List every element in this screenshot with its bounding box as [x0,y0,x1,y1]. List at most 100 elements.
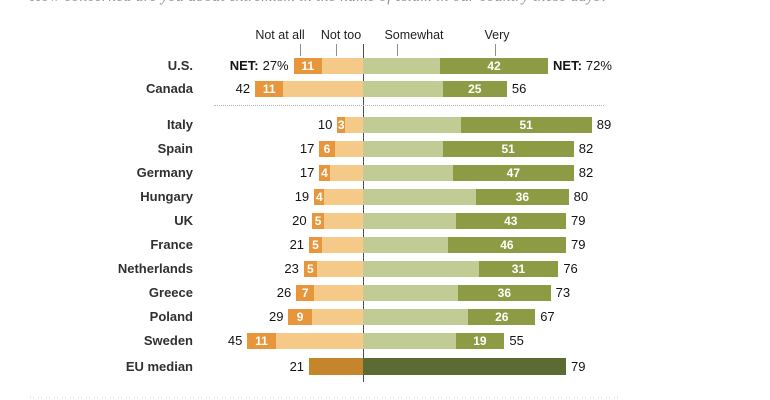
bar-left: 7 [296,285,363,301]
net-left-label: 29 [269,309,283,325]
segment-not-at-all: 5 [303,261,317,277]
net-left-label: 42 [236,81,250,97]
segment-very: 31 [478,261,559,277]
chart-row-spain: Spain 17 6 51 82 [0,141,770,157]
bar-right: 42 [363,58,549,74]
row-label: UK [174,213,193,228]
row-label: Netherlands [117,261,193,276]
row-label: Greece [148,285,193,300]
segment-not-too [316,261,363,277]
net-left-label: 17 [300,141,314,157]
not-at-all-value: 11 [262,82,276,96]
segment-somewhat [363,261,479,277]
segment-somewhat [363,58,441,74]
very-value: 31 [511,262,526,276]
net-right-value: 82 [578,165,594,180]
segment-eu-median-left [309,358,363,375]
net-left-value: 10 [317,117,333,132]
net-left-label: 10 [318,117,332,133]
bar-left: 4 [319,165,363,181]
segment-somewhat [363,309,469,325]
segment-very: 47 [452,165,574,181]
very-value: 36 [515,190,530,204]
legend-tick [336,44,337,56]
chart-row-greece: Greece 26 7 36 73 [0,285,770,301]
segment-not-at-all: 6 [319,141,335,157]
legend-tick [495,44,496,56]
net-left-value: 23 [284,261,299,276]
bar-left [309,358,363,375]
net-right-value: 67 [540,309,555,324]
net-left-value: 20 [292,213,307,228]
segment-not-at-all: 4 [319,165,330,181]
very-value: 36 [497,286,512,300]
chart-row-u-s-: U.S. NET: 27% 11 42 NET: 72% [0,58,770,74]
bar-left: 11 [255,81,363,97]
not-at-all-value: 4 [315,190,323,204]
segment-somewhat [363,165,453,181]
net-left-label: 21 [290,237,304,253]
chart-row-uk: UK 20 5 43 79 [0,213,770,229]
net-left-value: 17 [299,165,315,180]
net-right-label: 79 [571,213,585,229]
segment-not-at-all: 5 [311,213,325,229]
row-label: Poland [149,309,193,324]
segment-somewhat [363,285,459,301]
bar-right: 25 [363,81,507,97]
bar-right: 26 [363,309,536,325]
segment-eu-median-right [363,358,567,375]
not-at-all-value: 11 [255,334,268,348]
segment-very: 42 [440,58,549,74]
segment-not-too [324,213,363,229]
segment-not-at-all: 9 [288,309,312,325]
very-value: 46 [500,238,514,252]
legend-label-not-at-all: Not at all [255,28,305,42]
chart-legend: Not at all Not too Somewhat Very [0,28,770,56]
chart-row-poland: Poland 29 9 26 67 [0,309,770,325]
bar-left: 11 [293,58,363,74]
segment-not-at-all: 11 [293,58,322,74]
segment-somewhat [363,117,461,133]
net-left-value: 45 [227,333,243,348]
net-right-label: 55 [509,333,523,349]
net-left-value: 26 [276,285,292,300]
net-right-value: 72% [585,58,612,73]
net-right-value: 76 [563,261,578,276]
legend-label-somewhat: Somewhat [384,28,444,42]
legend-label-not-too: Not too [320,28,362,42]
net-prefix: NET: [553,58,582,73]
very-value: 47 [506,166,520,180]
not-at-all-value: 9 [296,310,304,324]
segment-not-too [321,58,363,74]
row-label: France [150,237,193,252]
net-right-label: 79 [571,237,585,253]
net-right-value: 82 [578,141,594,156]
segment-somewhat [363,213,456,229]
net-left-label: 19 [295,189,309,205]
segment-not-too [321,237,363,253]
segment-not-too [275,333,363,349]
bar-right: 47 [363,165,574,181]
bar-right: 36 [363,189,569,205]
row-label: EU median [125,359,193,374]
bar-right: 19 [363,333,505,349]
row-label: U.S. [167,58,193,73]
very-value: 26 [495,310,509,324]
net-left-value: 27% [262,58,289,73]
net-right-value: 89 [596,117,612,132]
bar-left: 11 [247,333,363,349]
bar-left: 5 [311,213,363,229]
net-right-label: NET: 72% [553,58,612,74]
bar-left: 6 [319,141,363,157]
net-right-label: 82 [579,165,593,181]
net-right-label: 76 [563,261,577,277]
clipped-footnote-sliver [30,396,620,399]
legend-tick [300,44,301,56]
segment-somewhat [363,237,448,253]
segment-not-too [283,81,363,97]
net-left-label: 23 [284,261,298,277]
segment-not-too [311,309,363,325]
not-at-all-value: 6 [323,142,331,156]
bar-right: 46 [363,237,567,253]
segment-not-too [334,141,363,157]
